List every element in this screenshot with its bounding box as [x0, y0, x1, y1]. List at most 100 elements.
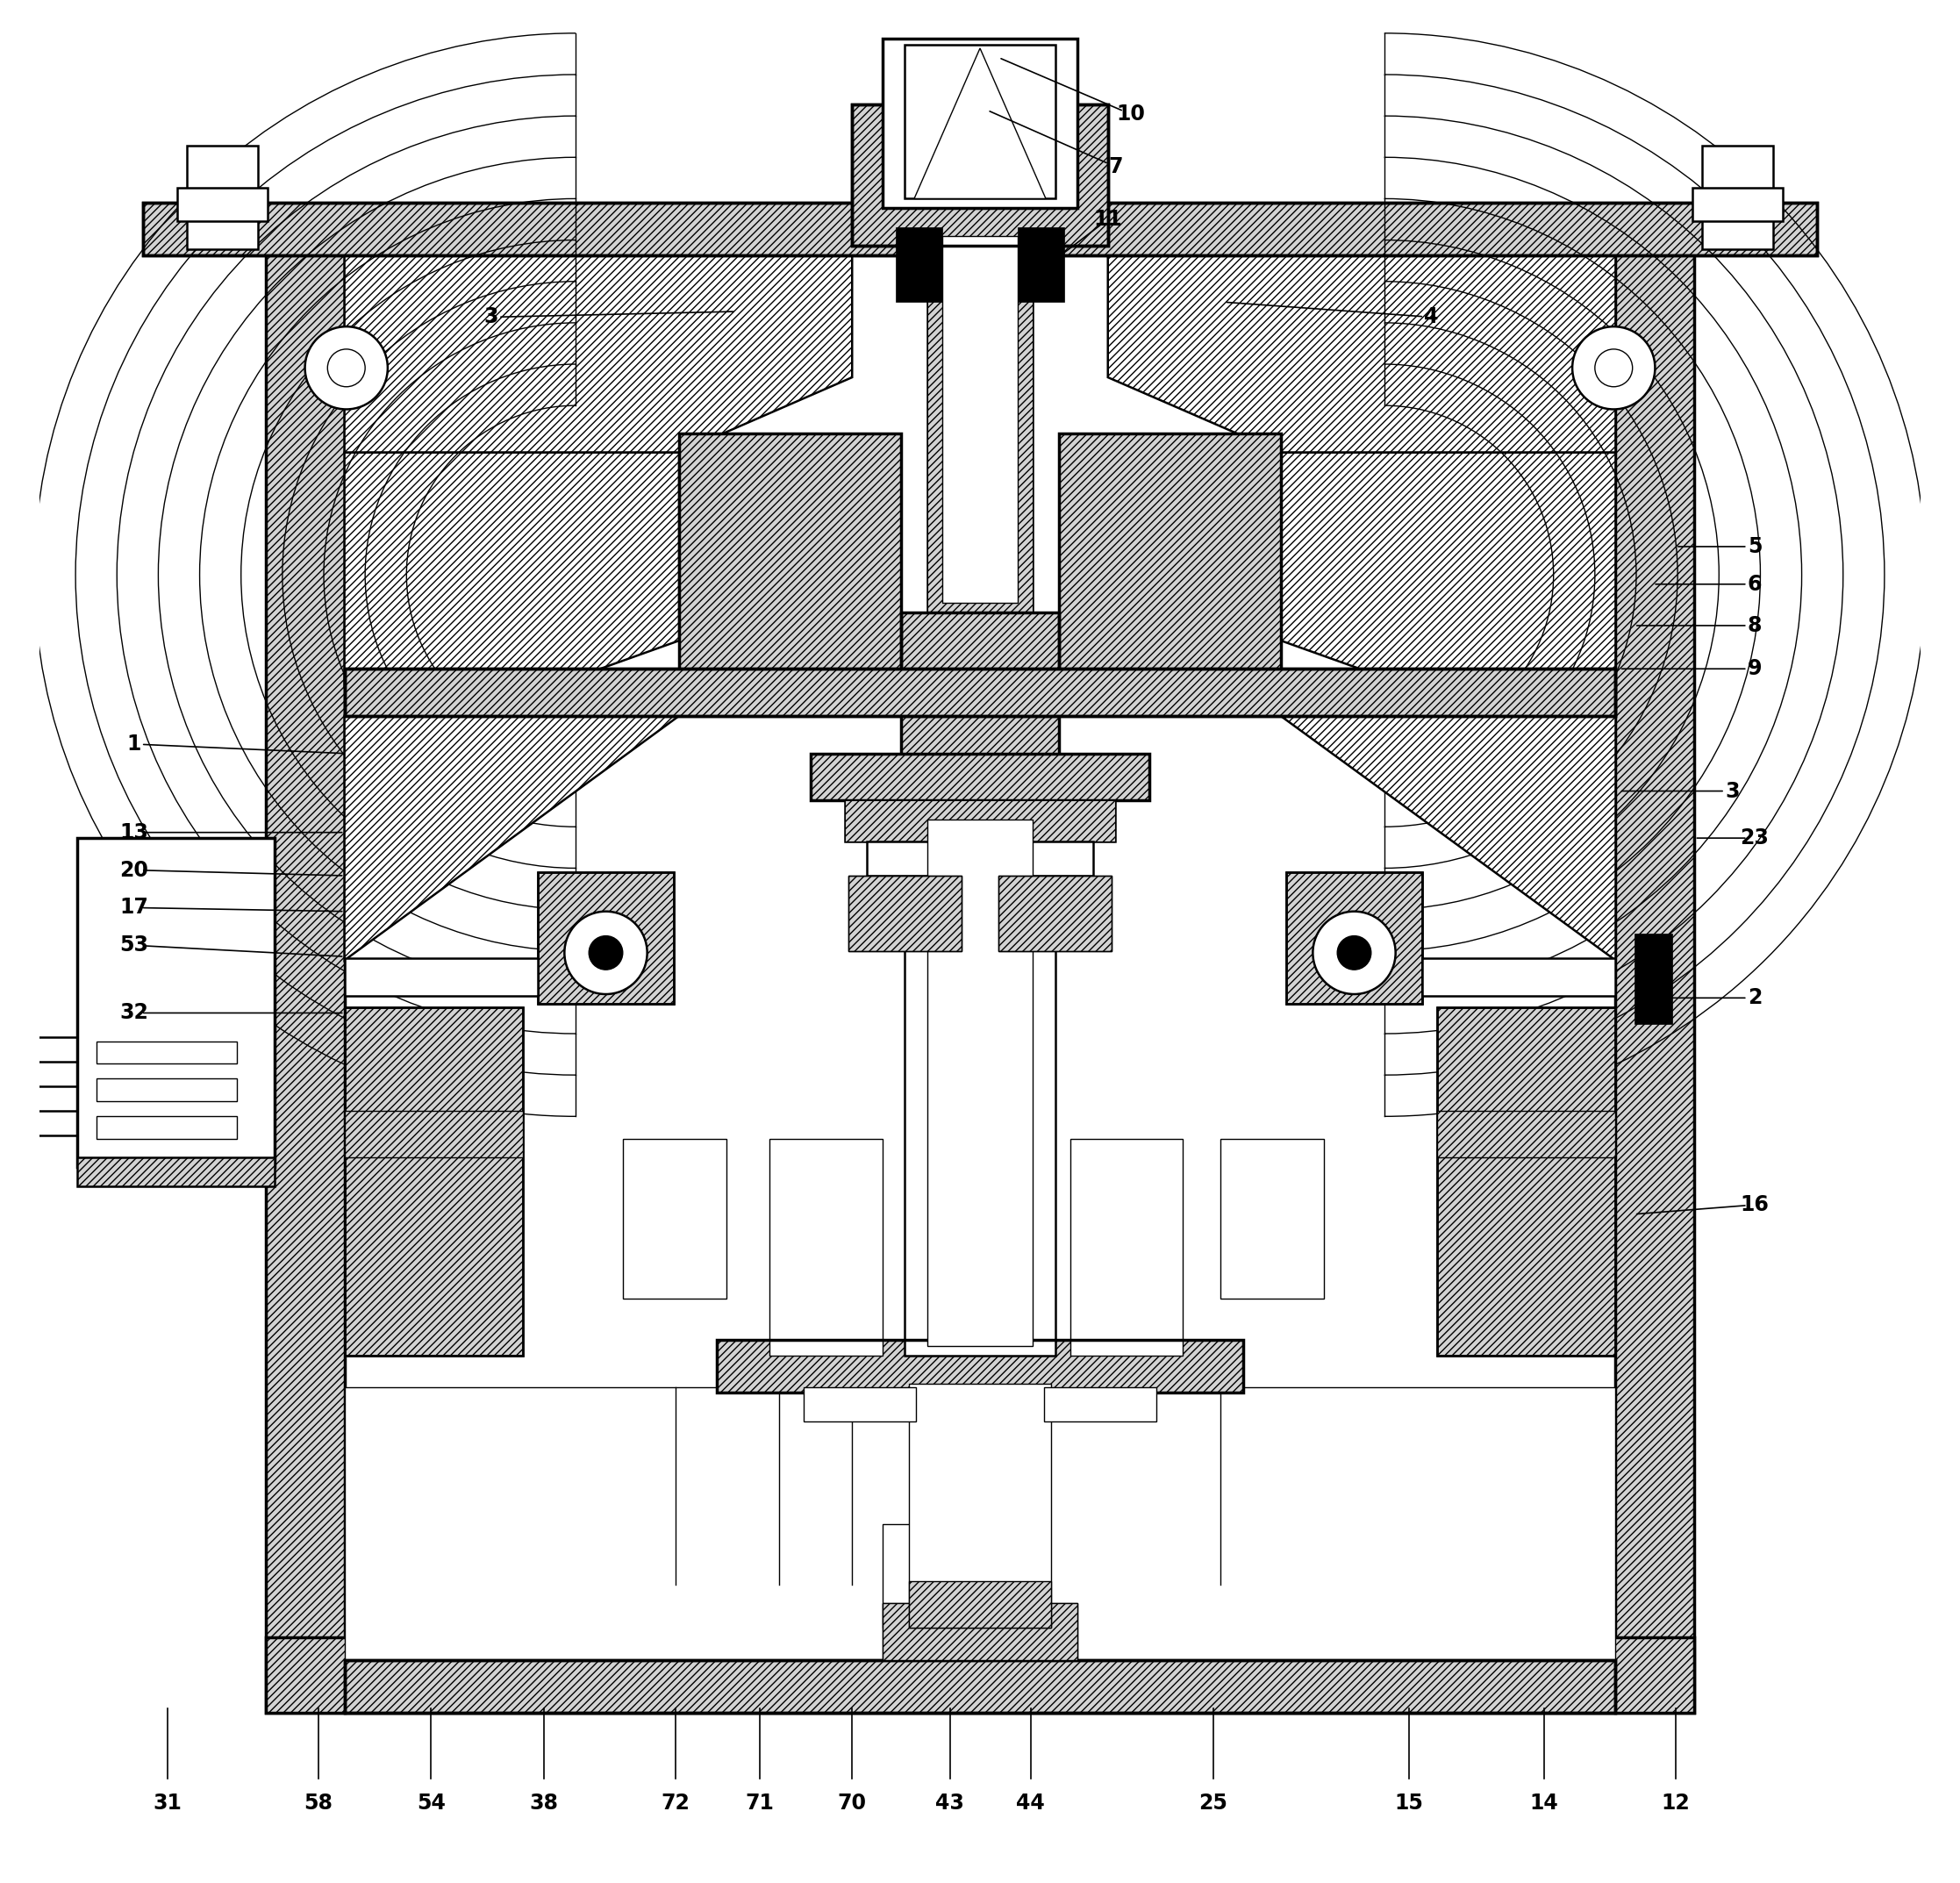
Bar [345, 1388, 1615, 1661]
Text: 3: 3 [484, 307, 498, 328]
Text: 43: 43 [935, 1793, 964, 1813]
Bar [882, 1604, 1078, 1661]
Bar [539, 872, 674, 1004]
Bar [265, 245, 345, 1712]
Text: 12: 12 [1662, 1793, 1690, 1813]
Bar [345, 1007, 523, 1356]
Circle shape [564, 911, 647, 994]
Text: 53: 53 [120, 934, 149, 957]
Bar [680, 433, 902, 687]
Text: 11: 11 [1094, 209, 1123, 230]
Text: 71: 71 [745, 1793, 774, 1813]
Bar [96, 1041, 237, 1064]
Bar [849, 876, 960, 951]
Bar [1058, 433, 1280, 687]
Bar [853, 105, 1107, 245]
Text: 58: 58 [304, 1793, 333, 1813]
Bar [176, 188, 267, 220]
Bar [1437, 1007, 1615, 1356]
Text: 32: 32 [120, 1002, 149, 1024]
Bar [1701, 147, 1774, 249]
Bar [143, 203, 1817, 254]
Bar [345, 1661, 1615, 1712]
Text: 6: 6 [1748, 574, 1762, 595]
Bar [1615, 245, 1695, 1712]
Bar [909, 1384, 1051, 1629]
Bar [882, 1604, 1078, 1661]
Text: 20: 20 [120, 859, 149, 881]
Text: 3: 3 [1725, 781, 1739, 802]
Text: 38: 38 [529, 1793, 559, 1813]
Text: 70: 70 [837, 1793, 866, 1813]
Bar [845, 800, 1115, 842]
Bar [906, 45, 1054, 200]
Text: 4: 4 [1425, 307, 1439, 328]
Bar [1437, 1111, 1615, 1158]
Bar [902, 612, 1058, 866]
Bar [78, 1158, 274, 1186]
Text: 9: 9 [1748, 659, 1762, 680]
Text: 25: 25 [1200, 1793, 1227, 1813]
Bar [1635, 934, 1672, 1024]
Bar [882, 40, 1078, 209]
Bar [717, 1341, 1243, 1393]
Bar [78, 838, 274, 1167]
Bar [866, 842, 1094, 876]
Text: 7: 7 [1107, 156, 1123, 177]
Bar [770, 1139, 882, 1356]
Text: 15: 15 [1394, 1793, 1423, 1813]
Polygon shape [1280, 716, 1615, 960]
Bar [927, 819, 1033, 1346]
Bar [882, 40, 1078, 209]
Bar [539, 872, 674, 1004]
Bar [927, 235, 1033, 612]
Bar [345, 958, 539, 996]
Bar [902, 612, 1058, 866]
Text: 8: 8 [1748, 616, 1762, 636]
Bar [909, 1582, 1051, 1629]
Bar [623, 1139, 725, 1299]
Text: 23: 23 [1740, 827, 1770, 849]
Circle shape [1337, 936, 1372, 970]
Bar [811, 753, 1149, 800]
Text: 13: 13 [120, 821, 149, 844]
Circle shape [306, 326, 388, 409]
Bar [680, 433, 902, 687]
Text: 54: 54 [417, 1793, 445, 1813]
Bar [853, 105, 1107, 245]
Bar [1286, 872, 1421, 1004]
Polygon shape [1107, 245, 1615, 452]
Bar [927, 235, 1033, 612]
Bar [143, 203, 1817, 254]
Bar [345, 1007, 523, 1356]
Text: 1: 1 [127, 734, 141, 755]
Bar [1045, 1388, 1156, 1422]
Bar [849, 876, 960, 951]
Polygon shape [345, 452, 680, 687]
Bar [1000, 876, 1111, 951]
Text: 14: 14 [1529, 1793, 1558, 1813]
Bar [345, 1661, 1615, 1712]
Text: 72: 72 [661, 1793, 690, 1813]
Bar [943, 235, 1017, 603]
Bar [96, 1079, 237, 1102]
Text: 16: 16 [1740, 1194, 1770, 1215]
Bar [1070, 1139, 1184, 1356]
Circle shape [1595, 348, 1633, 386]
Bar [1286, 872, 1421, 1004]
Bar [1437, 1007, 1615, 1356]
Bar [811, 753, 1149, 800]
Text: 31: 31 [153, 1793, 182, 1813]
Bar [1000, 876, 1111, 951]
Text: 17: 17 [120, 896, 149, 919]
Bar [1693, 188, 1784, 220]
Text: 44: 44 [1017, 1793, 1045, 1813]
Bar [1221, 1139, 1325, 1299]
Text: 10: 10 [1115, 104, 1145, 124]
Polygon shape [345, 245, 853, 452]
Polygon shape [345, 716, 680, 960]
Text: 2: 2 [1748, 987, 1762, 1009]
Polygon shape [913, 49, 1047, 200]
Text: 5: 5 [1748, 537, 1762, 557]
Bar [345, 668, 1615, 716]
